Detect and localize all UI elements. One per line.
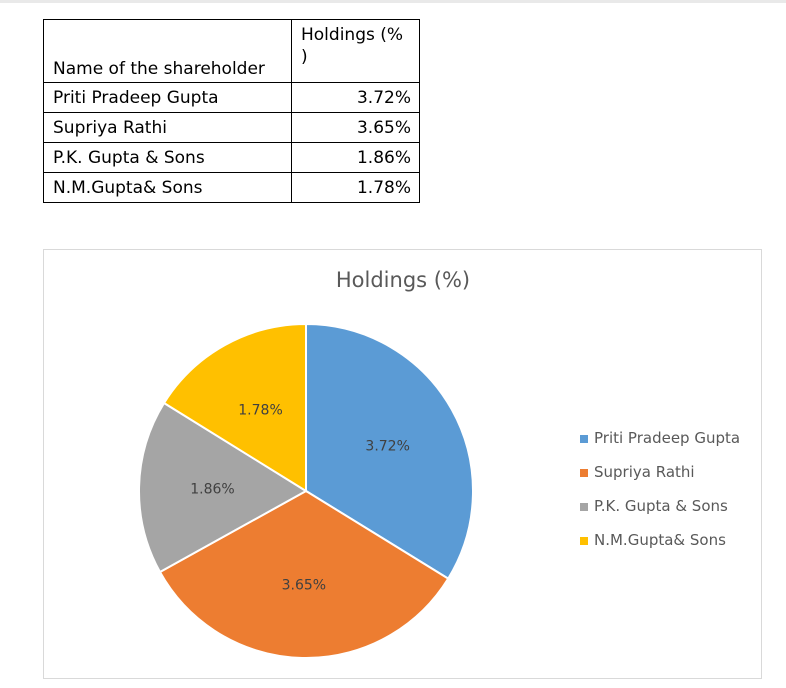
slice-data-label: 1.86% [190, 482, 234, 498]
holding-value: 1.86% [291, 142, 420, 173]
holding-value: 3.72% [291, 82, 420, 113]
top-border [0, 0, 786, 3]
table-row: N.M.Gupta& Sons 1.78% [43, 172, 420, 203]
holding-value: 3.65% [291, 112, 420, 143]
chart-area [43, 249, 762, 679]
shareholder-name: Supriya Rathi [43, 112, 292, 143]
shareholder-name: N.M.Gupta& Sons [43, 172, 292, 203]
slice-pk-gupta-sons [138, 401, 308, 574]
legend-label: P.K. Gupta & Sons [594, 497, 728, 515]
holding-value: 1.78% [291, 172, 420, 203]
slice-data-label: 3.65% [282, 577, 326, 593]
legend-swatch [580, 503, 588, 511]
legend-swatch [580, 537, 588, 545]
legend-swatch [580, 469, 588, 477]
header-value-cell: Holdings (% ) [291, 19, 420, 83]
slice-data-label: 1.78% [238, 402, 282, 418]
legend-item: N.M.Gupta& Sons [580, 531, 740, 565]
legend-swatch [580, 435, 588, 443]
chart-legend: Priti Pradeep Gupta Supriya Rathi P.K. G… [580, 429, 740, 565]
table-header-row: Name of the shareholder Holdings (% ) [43, 19, 420, 83]
shareholder-name: P.K. Gupta & Sons [43, 142, 292, 173]
table-row: P.K. Gupta & Sons 1.86% [43, 142, 420, 173]
holdings-table: Name of the shareholder Holdings (% ) Pr… [43, 19, 420, 203]
slice-priti-pradeep-gupta [305, 322, 474, 580]
table-row: Supriya Rathi 3.65% [43, 112, 420, 143]
slice-data-label: 3.72% [365, 438, 409, 454]
header-name-cell: Name of the shareholder [43, 19, 292, 83]
legend-item: Priti Pradeep Gupta [580, 429, 740, 463]
chart-title: Holdings (%) [335, 268, 471, 292]
legend-label: Priti Pradeep Gupta [594, 429, 741, 447]
legend-item: Supriya Rathi [580, 463, 740, 497]
legend-item: P.K. Gupta & Sons [580, 497, 740, 531]
legend-label: Supriya Rathi [594, 463, 695, 481]
legend-label: N.M.Gupta& Sons [594, 531, 726, 549]
slice-nm-gupta-sons [162, 322, 307, 493]
